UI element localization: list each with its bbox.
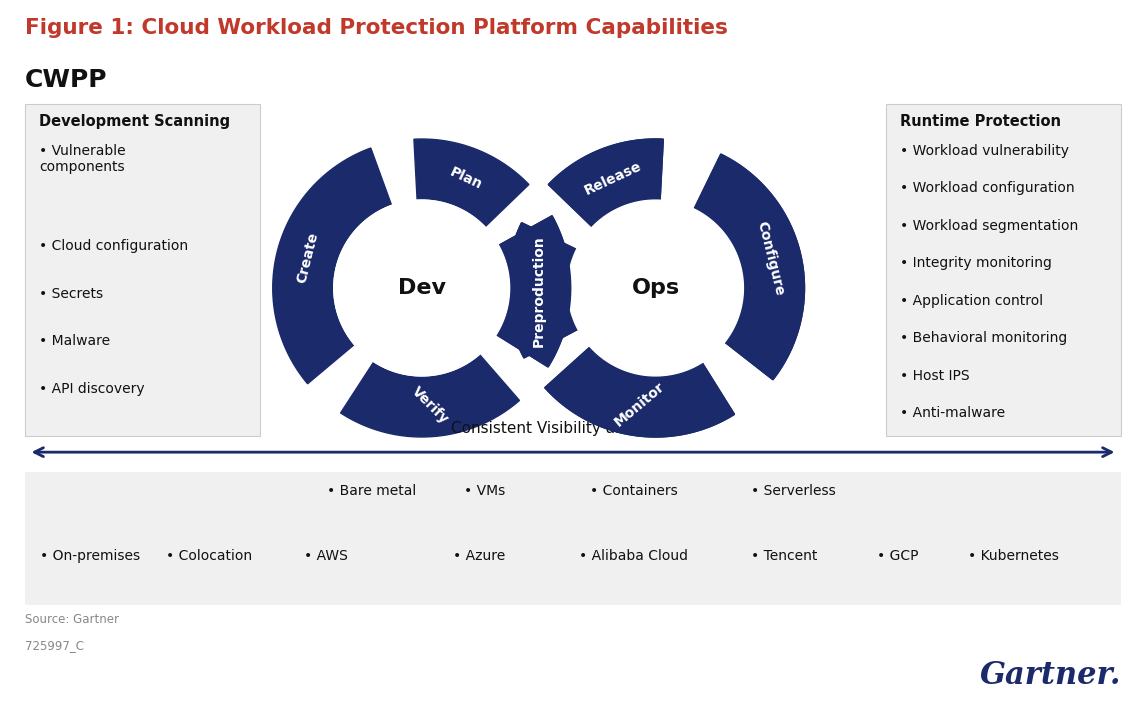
Text: • Kubernetes: • Kubernetes — [968, 549, 1059, 563]
Text: • AWS: • AWS — [304, 549, 347, 563]
Text: • Behavioral monitoring: • Behavioral monitoring — [900, 331, 1067, 345]
Text: • API discovery: • API discovery — [39, 382, 144, 395]
Text: Verify: Verify — [409, 384, 452, 427]
Text: Gartner.: Gartner. — [980, 660, 1121, 691]
Polygon shape — [544, 347, 735, 437]
Text: • VMs: • VMs — [464, 484, 505, 498]
Text: • Azure: • Azure — [453, 549, 505, 563]
Text: Consistent Visibility and Control: Consistent Visibility and Control — [452, 421, 694, 436]
Text: • Host IPS: • Host IPS — [900, 369, 970, 382]
Polygon shape — [567, 200, 744, 376]
Text: Preproduction: Preproduction — [532, 235, 545, 348]
Polygon shape — [544, 347, 735, 437]
Polygon shape — [567, 200, 744, 376]
Text: • Workload configuration: • Workload configuration — [900, 181, 1074, 195]
Polygon shape — [496, 216, 571, 367]
Polygon shape — [496, 216, 571, 367]
Text: • Workload vulnerability: • Workload vulnerability — [900, 144, 1068, 158]
Polygon shape — [548, 139, 664, 227]
Text: Development Scanning: Development Scanning — [39, 114, 230, 129]
Text: Plan: Plan — [447, 166, 485, 192]
Polygon shape — [548, 139, 664, 227]
Text: • Anti-malware: • Anti-malware — [900, 406, 1005, 420]
Text: 725997_C: 725997_C — [25, 639, 84, 652]
Polygon shape — [507, 222, 578, 358]
Text: Source: Gartner: Source: Gartner — [25, 613, 119, 626]
Polygon shape — [333, 200, 510, 376]
FancyBboxPatch shape — [25, 104, 260, 436]
Text: Configure: Configure — [754, 219, 786, 297]
Text: • Workload segmentation: • Workload segmentation — [900, 219, 1078, 233]
Text: • Application control: • Application control — [900, 294, 1043, 307]
Text: • On-premises: • On-premises — [40, 549, 140, 563]
Polygon shape — [694, 154, 804, 379]
Text: • GCP: • GCP — [877, 549, 918, 563]
FancyBboxPatch shape — [25, 472, 1121, 605]
Polygon shape — [414, 139, 529, 227]
Text: • Cloud configuration: • Cloud configuration — [39, 239, 188, 253]
Text: Create: Create — [295, 230, 321, 284]
Text: • Containers: • Containers — [590, 484, 678, 498]
Text: Release: Release — [582, 158, 644, 197]
Polygon shape — [273, 148, 392, 384]
Text: Runtime Protection: Runtime Protection — [900, 114, 1060, 129]
Text: Ops: Ops — [631, 278, 680, 298]
Text: Dev: Dev — [398, 278, 446, 298]
Text: Figure 1: Cloud Workload Protection Platform Capabilities: Figure 1: Cloud Workload Protection Plat… — [25, 18, 728, 38]
Text: • Serverless: • Serverless — [751, 484, 835, 498]
Polygon shape — [507, 222, 578, 358]
Text: • Alibaba Cloud: • Alibaba Cloud — [579, 549, 688, 563]
Text: • Colocation: • Colocation — [166, 549, 252, 563]
Polygon shape — [333, 200, 510, 376]
Text: • Integrity monitoring: • Integrity monitoring — [900, 256, 1052, 270]
Text: Monitor: Monitor — [611, 379, 667, 430]
Text: • Malware: • Malware — [39, 334, 110, 348]
Text: CWPP: CWPP — [25, 68, 108, 92]
Text: • Bare metal: • Bare metal — [327, 484, 416, 498]
Text: • Secrets: • Secrets — [39, 287, 103, 300]
Polygon shape — [694, 154, 804, 379]
Text: • Tencent: • Tencent — [751, 549, 817, 563]
Text: • Vulnerable
components: • Vulnerable components — [39, 144, 126, 174]
FancyBboxPatch shape — [886, 104, 1121, 436]
Polygon shape — [340, 354, 519, 437]
